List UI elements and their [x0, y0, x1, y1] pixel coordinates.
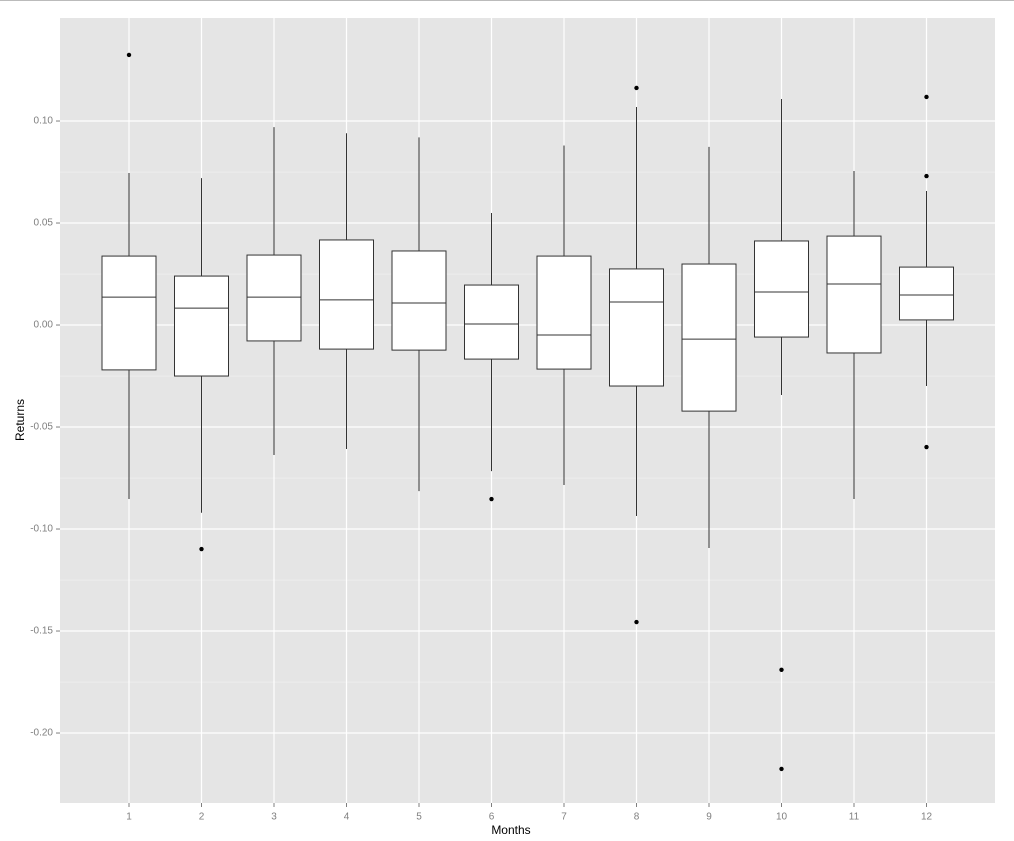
panel: [60, 18, 995, 803]
box: [464, 284, 519, 360]
x-tick-label: 9: [706, 812, 712, 823]
x-tick-label: 11: [849, 812, 860, 823]
box: [826, 235, 882, 354]
y-tick-label: -0.15: [30, 626, 53, 637]
x-tick-label: 3: [271, 812, 277, 823]
outlier: [634, 619, 639, 625]
outlier: [924, 94, 929, 100]
y-tick-label: -0.20: [30, 728, 53, 739]
outlier: [126, 52, 132, 58]
x-tick-label: 7: [561, 812, 567, 823]
box: [899, 266, 954, 321]
x-tick-label: 1: [126, 812, 132, 823]
box: [536, 255, 592, 370]
outlier: [924, 444, 929, 450]
y-tick-label: 0.05: [34, 218, 54, 229]
box: [681, 263, 737, 412]
outlier: [779, 667, 784, 672]
x-tick-label: 4: [344, 812, 350, 823]
x-axis-title: Months: [491, 823, 530, 837]
x-tick-label: 10: [776, 812, 788, 823]
box: [319, 239, 374, 350]
y-tick-label: 0.10: [34, 116, 54, 127]
x-tick-label: 6: [489, 812, 495, 823]
box: [609, 268, 664, 387]
box: [754, 240, 809, 338]
outlier: [779, 766, 784, 772]
outlier: [199, 546, 204, 552]
x-tick-label: 12: [921, 812, 933, 823]
box: [101, 255, 157, 371]
y-tick-label: 0.00: [34, 320, 54, 331]
y-axis-title: Returns: [13, 399, 27, 441]
x-tick-label: 5: [416, 812, 422, 823]
box: [246, 254, 302, 342]
outlier: [634, 85, 639, 91]
outlier: [924, 173, 929, 179]
y-tick-label: -0.05: [30, 422, 53, 433]
outlier: [489, 496, 494, 502]
y-tick-label: -0.10: [30, 524, 53, 535]
box: [391, 250, 447, 351]
x-tick-label: 8: [634, 812, 640, 823]
box: [174, 275, 229, 377]
x-tick-label: 2: [199, 812, 205, 823]
